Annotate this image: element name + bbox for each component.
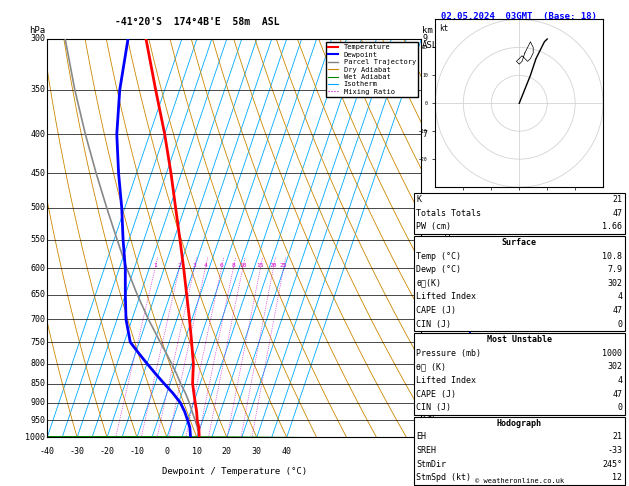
Text: 1.66: 1.66 xyxy=(602,223,622,231)
Text: 12: 12 xyxy=(612,473,622,482)
Text: 3: 3 xyxy=(422,315,427,324)
Text: 900: 900 xyxy=(30,398,45,407)
Text: kt: kt xyxy=(439,24,448,34)
Text: km: km xyxy=(422,26,433,35)
Text: CAPE (J): CAPE (J) xyxy=(416,306,457,315)
Text: 47: 47 xyxy=(612,209,622,218)
Text: Totals Totals: Totals Totals xyxy=(416,209,481,218)
Text: PW (cm): PW (cm) xyxy=(416,223,452,231)
Text: 550: 550 xyxy=(30,235,45,244)
Text: 9: 9 xyxy=(422,35,427,43)
Text: 1000: 1000 xyxy=(602,349,622,358)
Text: CIN (J): CIN (J) xyxy=(416,320,452,329)
Text: 4: 4 xyxy=(422,264,427,273)
Text: 245°: 245° xyxy=(602,460,622,469)
Text: 30: 30 xyxy=(252,447,262,456)
Text: 500: 500 xyxy=(30,204,45,212)
Text: -10: -10 xyxy=(130,447,145,456)
Text: 2: 2 xyxy=(177,263,181,268)
Text: -33: -33 xyxy=(607,446,622,455)
Text: © weatheronline.co.uk: © weatheronline.co.uk xyxy=(475,478,564,484)
Text: -40: -40 xyxy=(40,447,55,456)
Text: -20: -20 xyxy=(99,447,114,456)
Text: 850: 850 xyxy=(30,379,45,388)
Text: 0: 0 xyxy=(617,320,622,329)
Text: 1: 1 xyxy=(153,263,157,268)
Text: 1000: 1000 xyxy=(25,433,45,442)
Text: 700: 700 xyxy=(30,315,45,324)
Text: 302: 302 xyxy=(607,279,622,288)
Text: Mixing Ratio (g/kg): Mixing Ratio (g/kg) xyxy=(444,191,453,286)
Text: 02.05.2024  03GMT  (Base: 18): 02.05.2024 03GMT (Base: 18) xyxy=(442,12,597,21)
Text: StmDir: StmDir xyxy=(416,460,447,469)
Text: 800: 800 xyxy=(30,359,45,368)
Text: 10: 10 xyxy=(239,263,247,268)
Text: Surface: Surface xyxy=(502,238,537,247)
Text: Lifted Index: Lifted Index xyxy=(416,293,476,301)
Text: 47: 47 xyxy=(612,390,622,399)
Text: 0: 0 xyxy=(617,403,622,412)
Text: 4: 4 xyxy=(617,376,622,385)
Text: 2: 2 xyxy=(422,359,427,368)
Text: 10.8: 10.8 xyxy=(602,252,622,260)
Text: hPa: hPa xyxy=(29,26,45,35)
Text: θᴇ (K): θᴇ (K) xyxy=(416,363,447,371)
Text: 21: 21 xyxy=(612,433,622,441)
Text: ASL: ASL xyxy=(422,41,438,50)
Text: Hodograph: Hodograph xyxy=(497,419,542,428)
Text: 750: 750 xyxy=(30,338,45,347)
Text: Pressure (mb): Pressure (mb) xyxy=(416,349,481,358)
Text: SREH: SREH xyxy=(416,446,437,455)
Text: 0: 0 xyxy=(164,447,169,456)
Text: Temp (°C): Temp (°C) xyxy=(416,252,462,260)
Text: LCL: LCL xyxy=(422,416,437,425)
Text: 40: 40 xyxy=(282,447,292,456)
Text: -30: -30 xyxy=(70,447,85,456)
Text: 7: 7 xyxy=(422,130,427,139)
Text: 302: 302 xyxy=(607,363,622,371)
Text: 300: 300 xyxy=(30,35,45,43)
Text: Dewp (°C): Dewp (°C) xyxy=(416,265,462,274)
Text: Dewpoint / Temperature (°C): Dewpoint / Temperature (°C) xyxy=(162,468,307,476)
Text: 7.9: 7.9 xyxy=(607,265,622,274)
Text: 4: 4 xyxy=(617,293,622,301)
Text: StmSpd (kt): StmSpd (kt) xyxy=(416,473,471,482)
Text: CIN (J): CIN (J) xyxy=(416,403,452,412)
Text: θᴇ(K): θᴇ(K) xyxy=(416,279,442,288)
Text: 6: 6 xyxy=(220,263,223,268)
Text: 10: 10 xyxy=(192,447,202,456)
Text: Lifted Index: Lifted Index xyxy=(416,376,476,385)
Text: 600: 600 xyxy=(30,264,45,273)
Text: 1: 1 xyxy=(422,379,427,388)
Text: 20: 20 xyxy=(222,447,232,456)
Text: 15: 15 xyxy=(257,263,264,268)
Text: 650: 650 xyxy=(30,290,45,299)
Text: 6: 6 xyxy=(422,204,427,212)
Text: 450: 450 xyxy=(30,169,45,177)
Text: 950: 950 xyxy=(30,416,45,425)
Text: 350: 350 xyxy=(30,86,45,94)
Text: K: K xyxy=(416,195,421,204)
Text: 21: 21 xyxy=(612,195,622,204)
Text: 25: 25 xyxy=(280,263,287,268)
Text: 4: 4 xyxy=(203,263,207,268)
Text: 8: 8 xyxy=(231,263,235,268)
Text: Most Unstable: Most Unstable xyxy=(487,335,552,344)
Legend: Temperature, Dewpoint, Parcel Trajectory, Dry Adiabat, Wet Adiabat, Isotherm, Mi: Temperature, Dewpoint, Parcel Trajectory… xyxy=(326,42,418,97)
Text: 47: 47 xyxy=(612,306,622,315)
Text: 400: 400 xyxy=(30,130,45,139)
Text: CAPE (J): CAPE (J) xyxy=(416,390,457,399)
Text: EH: EH xyxy=(416,433,426,441)
Text: 3: 3 xyxy=(192,263,196,268)
Text: 20: 20 xyxy=(270,263,277,268)
Text: -41°20'S  174°4B'E  58m  ASL: -41°20'S 174°4B'E 58m ASL xyxy=(114,17,279,27)
